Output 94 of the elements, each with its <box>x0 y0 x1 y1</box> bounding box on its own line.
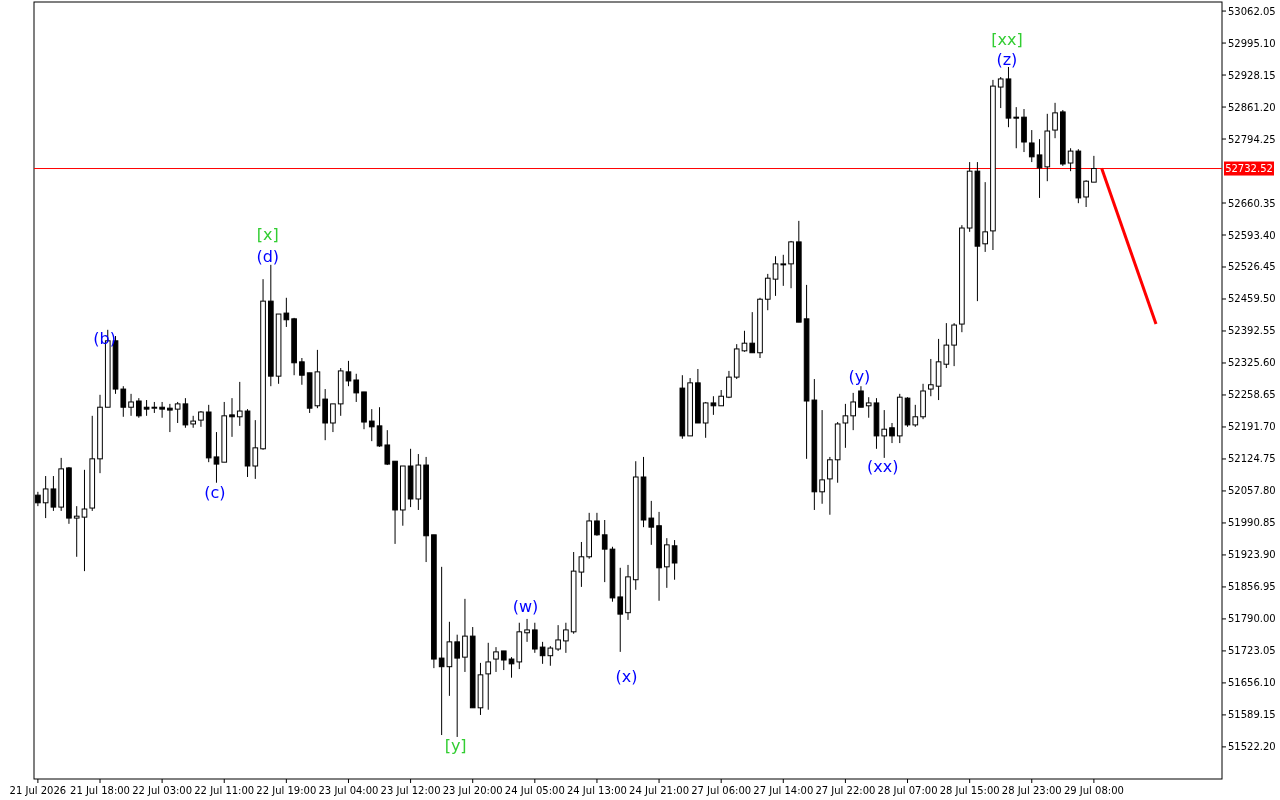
candlestick <box>555 624 561 652</box>
candlestick <box>927 358 934 397</box>
y-tick-label: 52660.35 <box>1228 197 1276 209</box>
y-tick-label: 52325.60 <box>1228 357 1276 369</box>
candlestick <box>229 397 235 438</box>
annotation: [xx] <box>991 29 1023 49</box>
x-tick-label: 24 Jul 21:00 <box>629 784 690 796</box>
x-tick-label: 22 Jul 03:00 <box>132 784 193 796</box>
candlestick <box>617 567 624 653</box>
x-tick-label: 27 Jul 14:00 <box>753 784 814 796</box>
x-tick-label: 28 Jul 23:00 <box>1001 784 1062 796</box>
annotation: (c) <box>204 482 226 502</box>
candlestick <box>858 385 864 408</box>
candlestick <box>485 642 492 711</box>
candlestick <box>788 240 794 289</box>
y-tick-label: 51923.90 <box>1228 549 1276 561</box>
x-tick-label: 27 Jul 22:00 <box>815 784 876 796</box>
candlestick <box>749 311 756 354</box>
candlestick <box>1083 179 1089 208</box>
x-tick-label: 29 Jul 08:00 <box>1063 784 1124 796</box>
candlestick <box>594 512 600 537</box>
candlestick <box>850 392 857 431</box>
y-tick-label: 51790.00 <box>1228 613 1276 625</box>
candlestick <box>462 598 468 673</box>
candlestick <box>881 409 888 459</box>
candlestick <box>159 401 165 419</box>
y-tick-label: 52124.75 <box>1228 453 1276 465</box>
x-tick-label: 27 Jul 06:00 <box>691 784 752 796</box>
x-tick-label: 21 Jul 18:00 <box>70 784 130 796</box>
candlestick <box>663 537 670 589</box>
candlestick <box>322 388 329 441</box>
candlestick <box>454 634 461 738</box>
candlestick <box>368 408 375 442</box>
candlestick <box>563 622 569 654</box>
y-tick-label: 51723.05 <box>1228 645 1276 657</box>
y-tick-label: 52593.40 <box>1228 229 1276 241</box>
candlestick <box>167 403 173 433</box>
candlestick <box>493 646 499 673</box>
y-tick-label: 52057.80 <box>1228 485 1276 497</box>
y-tick-label: 51589.15 <box>1228 709 1276 721</box>
y-tick-label: 51990.85 <box>1228 517 1276 529</box>
candlestick <box>135 397 142 419</box>
y-tick-label: 52995.10 <box>1228 37 1276 49</box>
candlestick <box>982 181 989 253</box>
y-tick-label: 52794.25 <box>1228 133 1276 145</box>
x-tick-label: 22 Jul 11:00 <box>194 784 255 796</box>
candlestick <box>330 403 336 433</box>
annotation: (d) <box>256 246 280 266</box>
candlestick <box>524 618 530 643</box>
x-tick-label: 21 Jul 2026 <box>9 784 67 796</box>
annotation: (x) <box>615 666 638 686</box>
ref-line-label: 52732.52 <box>1225 163 1273 175</box>
annotation: (xx) <box>866 456 899 476</box>
candlestick <box>819 409 825 505</box>
candlestick <box>299 357 305 386</box>
y-tick-label: 52861.20 <box>1228 101 1276 113</box>
y-tick-label: 53062.05 <box>1228 5 1276 17</box>
candlestick <box>951 322 957 367</box>
y-tick-label: 52191.70 <box>1228 421 1276 433</box>
candlestick <box>236 381 243 427</box>
candlestick <box>764 273 771 311</box>
candlestick <box>726 370 732 399</box>
candlestick <box>671 539 678 581</box>
y-tick-label: 52526.45 <box>1228 261 1276 273</box>
candlestick <box>889 422 895 444</box>
annotation: [y] <box>444 735 467 755</box>
candlestick <box>1052 102 1058 139</box>
candlestick <box>128 393 134 417</box>
x-tick-label: 23 Jul 20:00 <box>442 784 503 796</box>
candlestick <box>500 650 507 671</box>
y-tick-label: 52459.50 <box>1228 293 1276 305</box>
x-tick-label: 28 Jul 07:00 <box>877 784 938 796</box>
x-tick-label: 24 Jul 13:00 <box>566 784 627 796</box>
y-tick-label: 51856.95 <box>1228 581 1276 593</box>
candlestick <box>531 622 538 654</box>
x-tick-label: 22 Jul 19:00 <box>256 784 317 796</box>
y-tick-label: 51522.20 <box>1228 741 1276 753</box>
annotation: (z) <box>996 49 1018 69</box>
annotation: (w) <box>512 596 539 616</box>
x-tick-label: 28 Jul 15:00 <box>939 784 1000 796</box>
x-tick-label: 23 Jul 12:00 <box>380 784 441 796</box>
candlestick <box>1091 155 1097 183</box>
candlestick <box>827 456 833 516</box>
y-tick-label: 52258.65 <box>1228 389 1276 401</box>
candlestick <box>1013 106 1020 149</box>
x-tick-label: 23 Jul 04:00 <box>318 784 379 796</box>
x-tick-label: 24 Jul 05:00 <box>504 784 565 796</box>
annotation: [x] <box>256 224 279 244</box>
y-tick-label: 51656.10 <box>1228 677 1276 689</box>
candlestick <box>1028 129 1035 163</box>
y-tick-label: 52392.55 <box>1228 325 1276 337</box>
annotation: (y) <box>848 366 871 386</box>
candlestick <box>353 373 360 403</box>
y-tick-label: 52928.15 <box>1228 69 1276 81</box>
